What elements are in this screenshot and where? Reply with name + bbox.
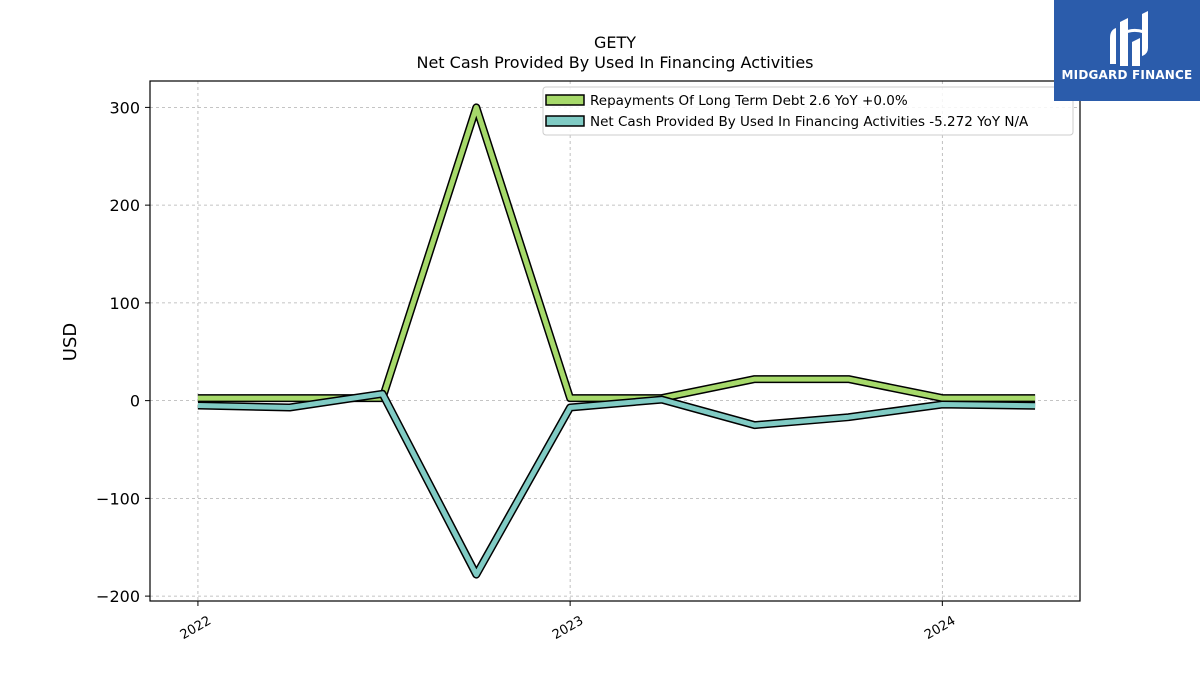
y-tick-label: −100 (96, 489, 140, 508)
legend-swatch (545, 115, 585, 127)
legend-swatch (545, 94, 585, 106)
series-outline (197, 389, 1036, 579)
series-lines (197, 103, 1036, 579)
axes: −200 −100 0 100 200 300 2022 2023 2024 (96, 98, 958, 643)
y-tick-label: 100 (109, 294, 140, 313)
y-tick-label: 0 (130, 392, 140, 411)
x-tick-label: 2023 (550, 613, 586, 643)
series-line (197, 391, 1036, 578)
brand-logo: MIDGARD FINANCE (1054, 0, 1200, 101)
plot-frame (149, 80, 1081, 602)
y-axis-label: USD (60, 323, 81, 361)
y-tick-label: −200 (96, 587, 140, 606)
legend-box (542, 86, 1074, 136)
grid (150, 81, 1080, 601)
y-tick-label: 300 (109, 98, 140, 117)
series-outline (197, 103, 1036, 403)
legend-label: Net Cash Provided By Used In Financing A… (590, 114, 1029, 130)
x-tick-label: 2022 (178, 613, 214, 643)
midgard-logo-icon (1110, 11, 1148, 66)
logo-text: MIDGARD FINANCE (1061, 68, 1193, 82)
x-tick-label: 2024 (922, 613, 958, 643)
series-line (197, 104, 1036, 401)
chart-title: GETY (594, 33, 636, 52)
legend: Repayments Of Long Term Debt 2.6 YoY +0.… (542, 86, 1074, 136)
y-tick-label: 200 (109, 196, 140, 215)
legend-label: Repayments Of Long Term Debt 2.6 YoY +0.… (590, 93, 908, 109)
chart-subtitle: Net Cash Provided By Used In Financing A… (416, 53, 813, 72)
